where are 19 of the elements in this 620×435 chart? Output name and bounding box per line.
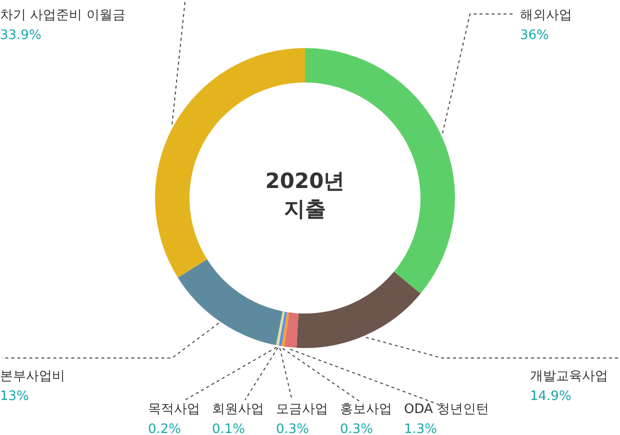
slice-label: 해외사업 [520,8,572,23]
slice-label: 본부사업비 [0,369,65,384]
text: 2020년 지출 [265,169,345,221]
slice-label: 홍보사업 [340,402,392,417]
slice-label: ODA 청년인턴 [404,402,490,417]
data-label: 36% [520,28,549,43]
slice-label: 모금사업 [276,402,328,417]
data-label: 0.2% [148,422,182,435]
data-label: 1.3% [404,422,438,435]
slice-label: 목적사업 [148,402,200,417]
data-label: 0.1% [212,422,246,435]
data-label: 33.9% [0,28,42,43]
data-label: 14.9% [530,389,572,404]
slice-label: 회원사업 [212,402,264,417]
slice-label: 개발교육사업 [530,369,608,384]
slice-label: 차기 사업준비 이월금 [0,8,126,23]
data-label: 0.3% [276,422,310,435]
data-label: 13% [0,389,29,404]
data-label: 0.3% [340,422,374,435]
